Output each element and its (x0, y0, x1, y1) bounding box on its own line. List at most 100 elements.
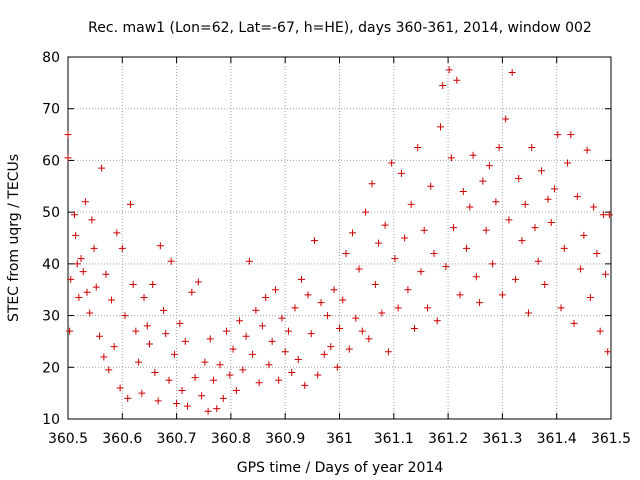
data-point (232, 387, 240, 395)
data-point (599, 211, 607, 219)
grid-lines (68, 57, 611, 419)
data-point (502, 115, 510, 123)
data-point (439, 81, 447, 89)
data-point (249, 350, 257, 358)
data-point (77, 255, 85, 263)
y-tick-label: 60 (42, 153, 60, 169)
data-point (430, 250, 438, 258)
data-point (368, 180, 376, 188)
data-point (183, 402, 191, 410)
data-point (129, 281, 137, 289)
data-point (291, 304, 299, 312)
data-point (236, 317, 244, 325)
data-point (156, 242, 164, 250)
data-point (191, 374, 199, 382)
data-point (86, 309, 94, 317)
data-point (407, 200, 415, 208)
data-point (173, 399, 181, 407)
data-point (126, 200, 134, 208)
data-point (485, 162, 493, 170)
data-point (210, 376, 218, 384)
x-tick-label: 361.4 (537, 431, 577, 447)
data-point (100, 353, 108, 361)
data-point (423, 304, 431, 312)
data-point (498, 291, 506, 299)
data-point (586, 293, 594, 301)
data-point (554, 131, 562, 139)
data-point (311, 237, 319, 245)
data-point (324, 312, 332, 320)
data-point (580, 231, 588, 239)
data-point (116, 384, 124, 392)
data-point (73, 260, 81, 268)
data-point (352, 314, 360, 322)
data-point (463, 244, 471, 252)
data-point (198, 392, 206, 400)
data-point (596, 327, 604, 335)
data-point (206, 335, 214, 343)
data-point (110, 343, 118, 351)
data-point (118, 244, 126, 252)
x-tick-label: 360.9 (265, 431, 305, 447)
data-point (531, 224, 539, 232)
data-point (401, 234, 409, 242)
data-point (194, 278, 202, 286)
data-point (397, 169, 405, 177)
data-point (75, 293, 83, 301)
data-point (307, 330, 315, 338)
data-point (573, 193, 581, 201)
data-point (515, 175, 523, 183)
data-point (547, 218, 555, 226)
data-point (358, 327, 366, 335)
data-point (339, 296, 347, 304)
data-point (577, 265, 585, 273)
data-point (204, 407, 212, 415)
data-point (518, 237, 526, 245)
data-point (404, 286, 412, 294)
data-point (375, 239, 383, 247)
data-point (81, 198, 89, 206)
x-tick-label: 360.8 (211, 431, 251, 447)
data-point (135, 358, 143, 366)
data-point (544, 195, 552, 203)
data-point (333, 363, 341, 371)
data-point (105, 366, 113, 374)
data-point (391, 255, 399, 263)
data-point (604, 348, 612, 356)
data-point (365, 335, 373, 343)
data-point (602, 270, 610, 278)
data-point (508, 69, 516, 77)
data-point (420, 226, 428, 234)
data-point (417, 268, 425, 276)
data-point (605, 211, 613, 219)
data-point (281, 348, 289, 356)
data-point (459, 187, 467, 195)
data-point (320, 350, 328, 358)
data-point (288, 368, 296, 376)
data-point (521, 200, 529, 208)
data-point (447, 154, 455, 162)
data-point (98, 164, 106, 172)
data-point (472, 273, 480, 281)
data-point (304, 291, 312, 299)
data-point (66, 327, 74, 335)
data-point (551, 185, 559, 193)
data-point (95, 332, 103, 340)
data-point (590, 203, 598, 211)
data-point (378, 309, 386, 317)
data-point (124, 394, 132, 402)
data-point (381, 221, 389, 229)
data-point (355, 265, 363, 273)
data-point (453, 76, 461, 84)
data-point (140, 293, 148, 301)
data-point (593, 250, 601, 258)
data-point (560, 244, 568, 252)
x-tick-label: 361.2 (428, 431, 468, 447)
data-point (154, 397, 162, 405)
data-point (433, 317, 441, 325)
data-point (90, 244, 98, 252)
y-tick-label: 20 (42, 360, 60, 376)
y-axis-label: STEC from uqrg / TECUs (6, 154, 22, 322)
data-point (524, 309, 532, 317)
